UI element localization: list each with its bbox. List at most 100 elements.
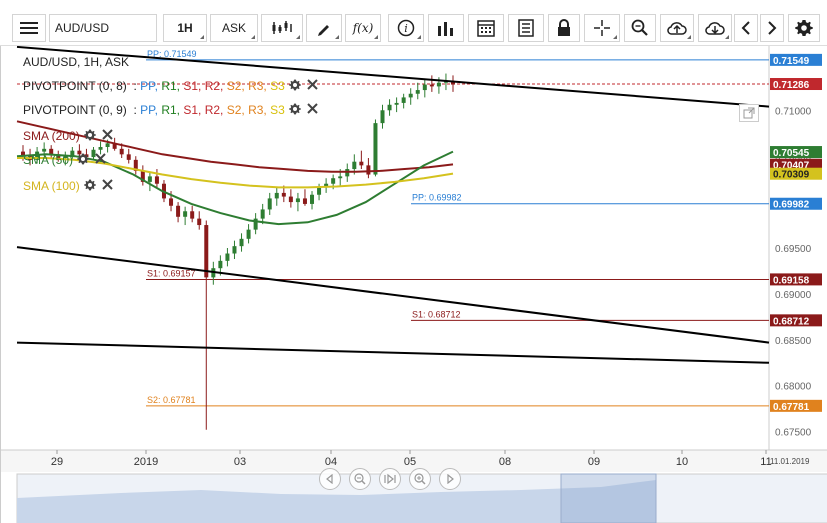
gear-icon[interactable] [788,14,820,42]
fx-icon[interactable]: f(x) [345,14,381,42]
pivot-label: PP: 0.71549 [147,49,197,59]
x-tick-label: 04 [325,456,337,468]
menu-icon[interactable] [12,14,46,42]
candle-body [380,110,385,124]
pivot-2-sep: : [133,103,137,117]
x-tick-label: 08 [499,456,511,468]
pivot-label: S1: 0.69157 [147,268,196,278]
price-type-select[interactable]: ASK [210,14,258,42]
navigator-area [17,480,656,523]
gear-icon[interactable] [289,103,301,118]
x-tick-label: 11 [760,456,771,468]
trend-line [16,341,770,364]
pivot-legend-1: PIVOTPOINT (0, 8) : PP, R1, S1, R2, S2, … [23,78,318,94]
crosshair-icon[interactable] [584,14,620,42]
trend-line [16,246,770,344]
candle-body [331,178,336,184]
navigator-window [560,473,657,523]
zoom-icon[interactable] [624,14,656,42]
candle-body [105,143,110,147]
sma200-legend: SMA (200) [23,128,113,144]
candle-body [70,150,75,157]
candle-body [338,176,343,179]
cloud-download-icon[interactable] [698,14,732,42]
pivot-2-r2: R2, [204,103,224,117]
close-icon[interactable] [307,103,318,117]
candle-body [91,149,96,158]
sma100-legend: SMA (100) [23,178,113,194]
price-chart[interactable]: 0.710000.705000.695000.690000.685000.680… [1,46,827,523]
zoom-in-icon[interactable] [409,468,431,490]
pivot-2-r1: R1, [161,103,180,117]
candle-body [126,154,131,160]
chart-area[interactable]: 0.710000.705000.695000.690000.685000.680… [0,46,827,523]
price-label: 0.69982 [773,200,810,211]
scroll-left-icon[interactable] [319,468,341,490]
x-tick-date-label: 11.01.2019 [770,457,810,466]
candle-body [239,238,244,247]
candle-body [98,147,103,150]
pivot-1-r3: R3, [248,79,267,93]
candle-body [429,84,434,87]
candle-body [190,211,195,219]
pivot-2-s3: S3 [270,103,285,117]
sma200-label: SMA (200) [23,129,80,143]
cloud-upload-icon[interactable] [660,14,694,42]
pivot-1-r1: R1, [161,79,180,93]
sma-line [16,150,454,226]
reset-icon[interactable] [379,468,401,490]
price-label: 0.70309 [773,170,810,181]
pivot-2-r3: R3, [248,103,267,117]
sma100-label: SMA (100) [23,179,80,193]
candle-body [415,90,420,94]
document-icon[interactable] [508,14,544,42]
chart-nav-controls [319,468,461,490]
candle-body [225,253,230,261]
close-icon[interactable] [95,153,106,167]
calendar-icon[interactable] [468,14,504,42]
interval-label: 1H [177,21,193,35]
pivot-1-s3: S3 [270,79,285,93]
price-label-box [770,197,822,210]
close-icon[interactable] [101,129,113,143]
gear-icon[interactable] [77,153,89,168]
candle-body [253,218,258,230]
candle-body [394,102,399,105]
y-tick-label: 0.69000 [775,290,812,301]
candle-body [436,82,441,87]
external-window-icon[interactable] [739,104,759,122]
info-icon[interactable]: i [388,14,424,42]
zoom-out-icon[interactable] [349,468,371,490]
symbol-input[interactable] [49,14,157,42]
price-label-box [770,399,822,412]
gear-icon[interactable] [83,129,96,144]
bar-chart-icon[interactable] [428,14,464,42]
chevron-left-icon[interactable] [734,14,758,42]
candle-body [56,154,61,159]
pivot-legend-2: PIVOTPOINT (0, 9) : PP, R1, S1, R2, S2, … [23,102,318,118]
pivot-1-r2: R2, [204,79,224,93]
close-icon[interactable] [101,179,113,193]
close-icon[interactable] [307,79,318,93]
price-label-box [770,273,822,286]
chevron-right-icon[interactable] [760,14,784,42]
price-label: 0.70545 [773,148,810,159]
candlestick-icon[interactable] [261,14,303,42]
gear-icon[interactable] [289,79,301,94]
candle-body [352,161,357,170]
candle-body [183,211,188,217]
x-tick-label: 29 [51,456,63,468]
candle-body [119,148,124,155]
lock-icon[interactable] [548,14,580,42]
pencil-icon[interactable] [306,14,342,42]
sma50-legend: SMA (50) [23,152,106,168]
interval-select[interactable]: 1H [163,14,207,42]
scroll-right-icon[interactable] [439,468,461,490]
trend-line [16,46,770,108]
price-label-box [770,146,822,159]
candle-body [317,187,322,195]
candle-body [204,225,209,278]
candle-body [154,176,159,184]
pivot-1-name: PIVOTPOINT (0, 8) [23,79,127,93]
gear-icon[interactable] [83,179,96,194]
